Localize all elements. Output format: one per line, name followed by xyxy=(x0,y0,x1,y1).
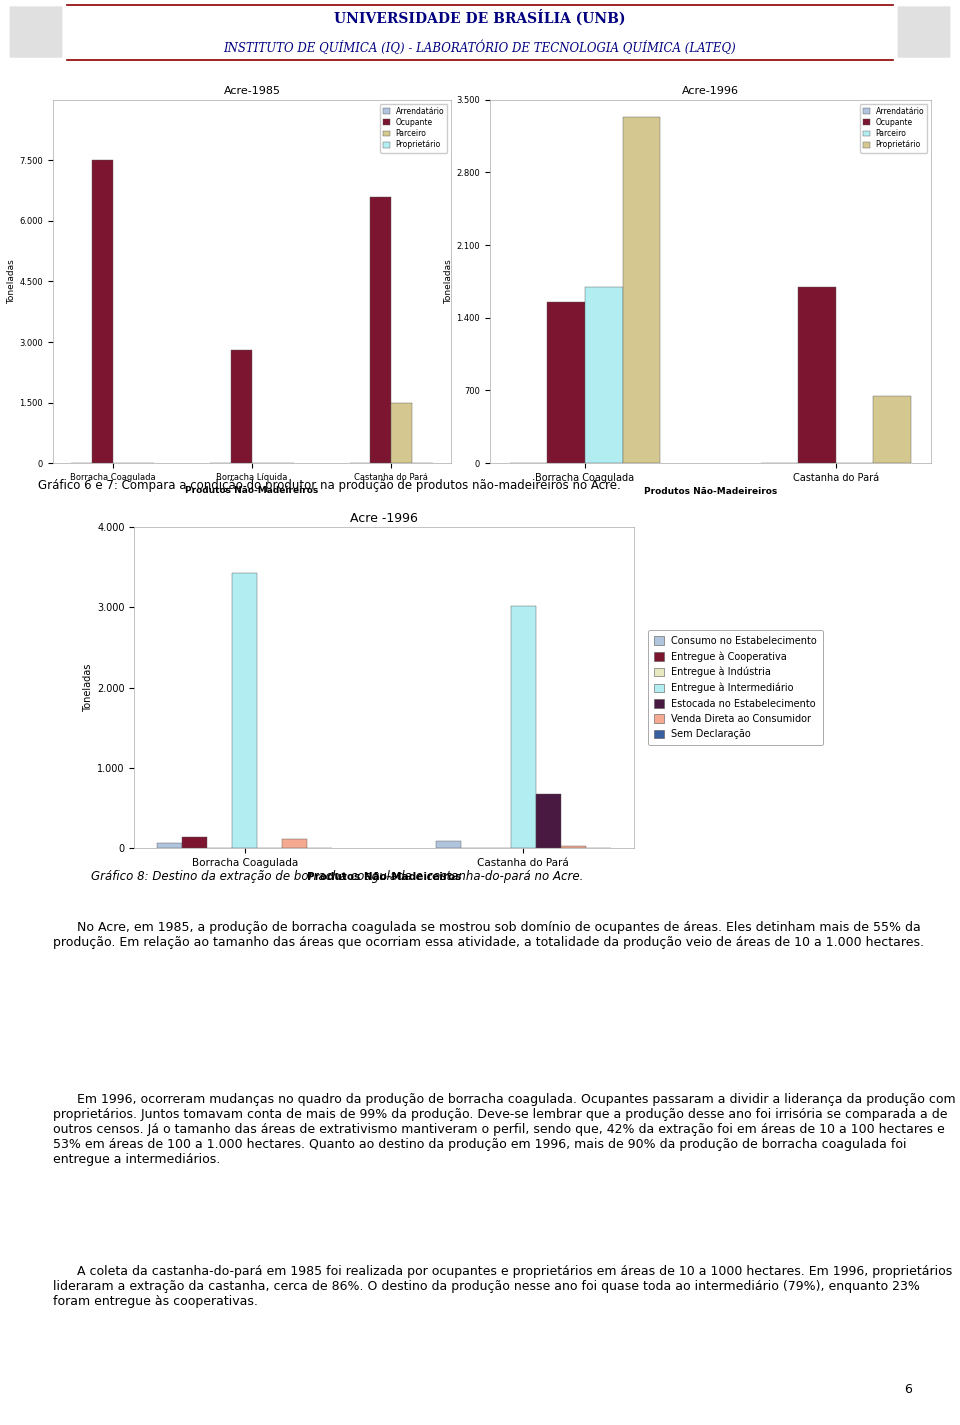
X-axis label: Produtos Não-Madeireiros: Produtos Não-Madeireiros xyxy=(644,487,777,496)
Bar xyxy=(157,844,182,848)
Text: Em 1996, ocorreram mudanças no quadro da produção de borracha coagulada. Ocupant: Em 1996, ocorreram mudanças no quadro da… xyxy=(53,1093,955,1166)
Text: INSTITUTO DE QUÍMICA (IQ) - LABORATÓRIO DE TECNOLOGIA QUÍMICA (LATEQ): INSTITUTO DE QUÍMICA (IQ) - LABORATÓRIO … xyxy=(224,41,736,56)
Title: Acre -1996: Acre -1996 xyxy=(350,512,418,524)
Bar xyxy=(232,573,257,848)
Bar xyxy=(536,794,561,848)
Y-axis label: Toneladas: Toneladas xyxy=(444,259,453,304)
Y-axis label: Toneladas: Toneladas xyxy=(83,664,93,711)
Bar xyxy=(436,841,461,848)
Bar xyxy=(511,606,536,848)
Title: Acre-1985: Acre-1985 xyxy=(224,86,280,97)
X-axis label: Produtos Não-Madeireiros: Produtos Não-Madeireiros xyxy=(185,486,319,494)
Bar xyxy=(874,396,911,463)
Bar xyxy=(561,846,586,848)
Y-axis label: Toneladas: Toneladas xyxy=(8,259,16,304)
Title: Acre-1996: Acre-1996 xyxy=(682,86,739,97)
Legend: Arrendatário, Ocupante, Parceiro, Proprietário: Arrendatário, Ocupante, Parceiro, Propri… xyxy=(860,104,927,152)
Bar xyxy=(231,351,252,463)
Text: A coleta da castanha-do-pará em 1985 foi realizada por ocupantes e proprietários: A coleta da castanha-do-pará em 1985 foi… xyxy=(53,1265,952,1308)
Text: 6: 6 xyxy=(904,1382,912,1396)
X-axis label: Produtos Não-Madeireiros: Produtos Não-Madeireiros xyxy=(307,872,461,882)
Legend: Consumo no Estabelecimento, Entregue à Cooperativa, Entregue à Indústria, Entreg: Consumo no Estabelecimento, Entregue à C… xyxy=(648,630,823,745)
FancyBboxPatch shape xyxy=(898,7,950,58)
Text: Gráfico 8: Destino da extração de borracha coagulada e castanha-do-pará no Acre.: Gráfico 8: Destino da extração de borrac… xyxy=(91,869,584,884)
Bar xyxy=(371,197,392,463)
Bar xyxy=(623,117,660,463)
Text: No Acre, em 1985, a produção de borracha coagulada se mostrou sob domínio de ocu: No Acre, em 1985, a produção de borracha… xyxy=(53,921,924,949)
Legend: Arrendatário, Ocupante, Parceiro, Proprietário: Arrendatário, Ocupante, Parceiro, Propri… xyxy=(380,104,447,152)
Bar xyxy=(282,839,307,848)
Bar xyxy=(547,302,585,463)
Bar xyxy=(92,161,112,463)
Bar xyxy=(392,402,412,463)
Bar xyxy=(585,286,623,463)
Bar xyxy=(798,286,836,463)
Text: Gráfico 6 e 7: Compara a condição do produtor na produção de produtos não-madeir: Gráfico 6 e 7: Compara a condição do pro… xyxy=(38,479,621,493)
FancyBboxPatch shape xyxy=(10,7,62,58)
Bar xyxy=(182,838,207,848)
Text: UNIVERSIDADE DE BRASÍLIA (UNB): UNIVERSIDADE DE BRASÍLIA (UNB) xyxy=(334,9,626,26)
